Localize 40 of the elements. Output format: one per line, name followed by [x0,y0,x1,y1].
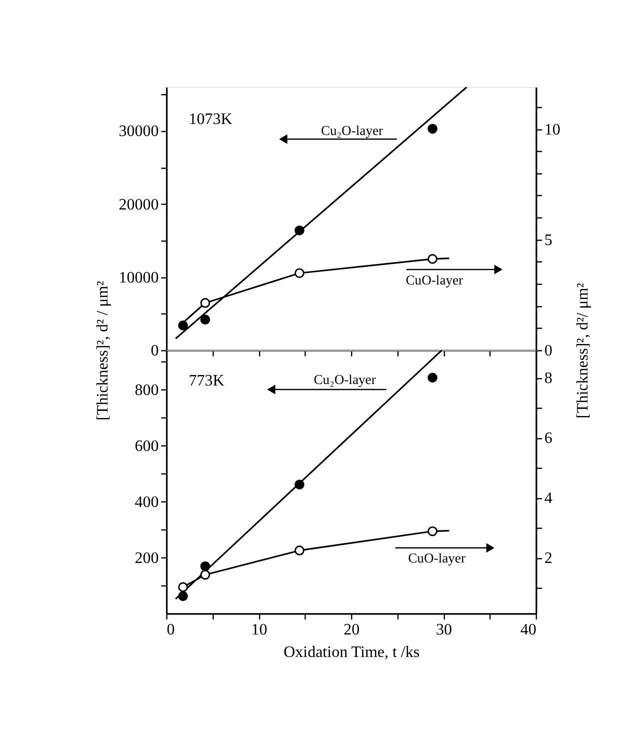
y-tick-label: 600 [134,438,159,455]
x-tick-label: 20 [344,622,360,639]
y2-tick-label: 10 [544,121,560,138]
y-tick-label: 10000 [118,269,159,286]
point [428,372,438,383]
annotation: 1073K [188,110,233,128]
point [294,268,304,278]
point [178,582,188,592]
y2-tick-label: 0 [544,342,552,360]
point [294,546,304,556]
point [428,124,438,134]
y2-axis-title: [Thickness]², d²/ μm² [574,282,592,418]
annotation: CuO-layer [408,550,466,566]
annotation: Cu₂O-layer [314,372,376,387]
y-tick-label: 0 [150,342,159,360]
y2-tick-label: 2 [544,550,552,568]
x-tick-label: 0 [166,622,175,639]
annotation: CuO-layer [406,272,464,288]
x-tick-label: 40 [520,622,536,639]
x-axis-title: Oxidation Time, t /ks [284,644,420,662]
x-tick-label: 10 [251,622,268,639]
y-tick-label: 30000 [118,123,159,140]
annotation: 773K [188,372,225,390]
y-tick-label: 400 [134,494,159,511]
point [200,314,210,324]
y2-tick-label: 6 [544,430,552,448]
y2-tick-label: 4 [544,490,552,508]
y-axis-title: [Thickness]², d² / μm² [94,280,112,420]
annotation: Cu₂O-layer [320,123,384,138]
y-tick-label: 200 [134,550,159,567]
y2-tick-label: 8 [544,370,552,388]
point [428,254,438,264]
point [428,526,438,536]
point [178,320,188,330]
point [200,298,210,308]
x-tick-label: 30 [436,622,452,639]
point [200,570,210,580]
y-tick-label: 800 [134,382,159,399]
y2-tick-label: 5 [544,232,552,249]
y-tick-label: 20000 [118,196,159,214]
